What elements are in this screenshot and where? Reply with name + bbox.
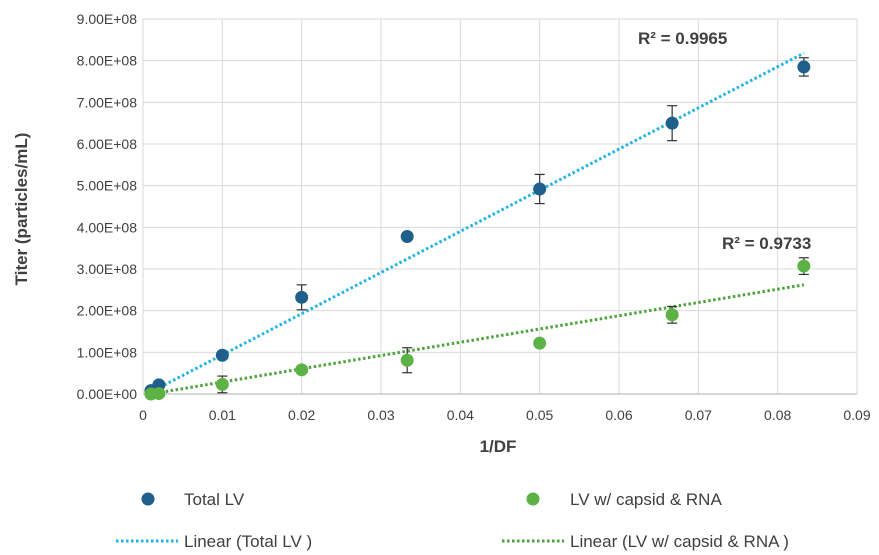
r2-label-lv-capsid-rna: R² = 0.9733 bbox=[722, 234, 811, 253]
r2-label-total-lv: R² = 0.9965 bbox=[638, 29, 727, 48]
y-tick-label: 0.00E+00 bbox=[77, 386, 138, 402]
legend-marker-lv-capsid-rna bbox=[526, 492, 540, 506]
x-tick-label: 0.08 bbox=[764, 407, 791, 423]
data-point-series-0 bbox=[215, 348, 229, 362]
x-tick-label: 0.07 bbox=[685, 407, 712, 423]
grid-lines bbox=[142, 18, 858, 395]
x-tick-label: 0.04 bbox=[447, 407, 474, 423]
data-point-series-1 bbox=[400, 353, 414, 367]
y-tick-label: 8.00E+08 bbox=[77, 53, 138, 69]
x-tick-label: 0.01 bbox=[209, 407, 236, 423]
y-tick-label: 4.00E+08 bbox=[77, 219, 138, 235]
x-axis-title: 1/DF bbox=[480, 437, 517, 456]
y-tick-label: 2.00E+08 bbox=[77, 303, 138, 319]
trendline-series-1 bbox=[150, 283, 805, 396]
data-point-series-0 bbox=[665, 116, 679, 130]
legend-label-linear-total-lv: Linear (Total LV ) bbox=[184, 532, 312, 551]
y-axis-title: Titer (particles/mL) bbox=[12, 133, 31, 286]
x-tick-label: 0.06 bbox=[605, 407, 632, 423]
x-tick-label: 0.02 bbox=[288, 407, 315, 423]
data-point-series-0 bbox=[400, 230, 414, 243]
data-points bbox=[144, 60, 811, 401]
x-tick-label: 0.09 bbox=[843, 407, 870, 423]
x-axis-ticks: 0 0.01 0.02 0.03 0.04 0.05 0.06 0.07 0.08 0.09 bbox=[139, 407, 871, 423]
data-point-series-0 bbox=[533, 182, 547, 196]
data-point-series-0 bbox=[295, 290, 309, 304]
data-point-series-1 bbox=[152, 387, 166, 401]
y-tick-label: 7.00E+08 bbox=[77, 94, 138, 110]
data-point-series-0 bbox=[797, 60, 811, 74]
x-tick-label: 0.03 bbox=[367, 407, 394, 423]
y-tick-label: 3.00E+08 bbox=[77, 261, 138, 277]
y-tick-label: 6.00E+08 bbox=[77, 136, 138, 152]
legend-label-total-lv: Total LV bbox=[184, 490, 245, 509]
legend: Total LV LV w/ capsid & RNA Linear (Tota… bbox=[116, 490, 789, 551]
error-bars bbox=[217, 57, 809, 394]
x-tick-label: 0 bbox=[139, 407, 147, 423]
legend-label-linear-lv-capsid-rna: Linear (LV w/ capsid & RNA ) bbox=[570, 532, 789, 551]
y-tick-label: 9.00E+08 bbox=[77, 11, 138, 27]
trendlines bbox=[150, 51, 805, 396]
data-point-series-1 bbox=[797, 259, 811, 273]
data-point-series-1 bbox=[533, 336, 547, 350]
data-point-series-1 bbox=[665, 308, 679, 322]
legend-label-lv-capsid-rna: LV w/ capsid & RNA bbox=[570, 490, 722, 509]
y-tick-label: 5.00E+08 bbox=[77, 178, 138, 194]
legend-marker-total-lv bbox=[141, 492, 155, 506]
y-tick-label: 1.00E+08 bbox=[77, 344, 138, 360]
x-tick-label: 0.05 bbox=[526, 407, 553, 423]
trendline-series-0 bbox=[150, 51, 805, 394]
y-axis-ticks: 0.00E+00 1.00E+08 2.00E+08 3.00E+08 4.00E+08… bbox=[77, 11, 138, 402]
data-point-series-1 bbox=[215, 377, 229, 391]
data-point-series-1 bbox=[295, 363, 309, 377]
